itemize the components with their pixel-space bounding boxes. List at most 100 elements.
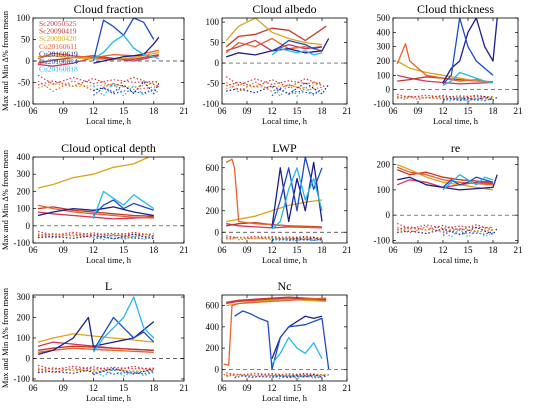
series-line-Cu20160619 (93, 36, 160, 64)
y-tick-label: 300 (17, 292, 31, 302)
y-tick-label: -100 (203, 99, 220, 109)
x-axis-label: Local time, h (433, 255, 479, 265)
x-tick-label: 15 (119, 383, 129, 393)
x-tick-label: 18 (149, 383, 159, 393)
chart-panel-1: 06 09 12 15 18 21 -100 -50 0 50 100 Cloud albedo Loc… (203, 2, 352, 126)
x-tick-label: 21 (514, 106, 523, 116)
series-group (37, 296, 155, 377)
series-line-Cu20160818 (442, 174, 494, 191)
x-tick-label: 09 (414, 106, 424, 116)
series-min-line-Cu20160611 (225, 236, 323, 241)
series-line-Cu20160619 (271, 315, 323, 359)
x-tick-label: 21 (514, 245, 523, 255)
series-min-line-Sc20090419 (37, 231, 154, 237)
series-line-Cu20160624 (271, 39, 323, 52)
y-tick-label: 0 (386, 85, 391, 95)
chart-panel-3: 06 09 12 15 18 21 -100 0 100 200 300 400 Cloud optic… (0, 141, 189, 265)
series-min-line-Sc20050525 (225, 76, 323, 86)
x-tick-label: 06 (218, 245, 228, 255)
plot-frame (221, 17, 348, 105)
series-min-line-Sc20090419 (37, 76, 160, 88)
series-min-line-Cu20160611 (223, 373, 327, 378)
series-min-line-Cu20160818 (93, 368, 154, 377)
y-tick-label: 100 (17, 333, 31, 343)
chart-panel-4: 06 09 12 15 18 21 0 200 400 600 LWP Local time, h (206, 141, 352, 265)
series-group (225, 18, 330, 98)
x-axis-label: Local time, h (433, 116, 479, 126)
series-line-Cu20160624 (442, 176, 494, 188)
x-tick-label: 06 (29, 106, 39, 116)
series-min-line-Sc20090420 (37, 81, 159, 89)
y-tick-label: -50 (18, 78, 30, 88)
series-line-Cu20160611 (396, 166, 494, 186)
x-tick-label: 18 (489, 106, 499, 116)
series-line-Cu20160818 (271, 167, 323, 230)
series-group (37, 18, 160, 97)
series-min-line-Sc20090419 (37, 365, 154, 372)
series-line-Sc20090419 (37, 345, 154, 351)
series-line-Cu20160611 (223, 297, 327, 366)
panel-title: Cloud fraction (74, 2, 144, 16)
y-tick-label: 200 (377, 56, 391, 66)
y-tick-label: -100 (374, 235, 391, 245)
x-tick-label: 21 (343, 245, 352, 255)
plot-frame (392, 156, 519, 244)
series-min-line-Cu20160624 (93, 235, 154, 241)
y-tick-label: 300 (377, 42, 391, 52)
series-line-Cu20160624 (92, 316, 155, 351)
y-tick-label: 0 (386, 210, 391, 220)
legend-entry-Cu20160611: Cu20160611 (39, 42, 78, 51)
series-min-line-Sc20090419 (226, 235, 323, 240)
y-tick-label: 200 (206, 343, 220, 353)
y-tick-label: 0 (26, 221, 31, 231)
y-tick-label: 200 (17, 186, 31, 196)
y-tick-label: -100 (374, 99, 391, 109)
series-min-line-Sc20090419 (226, 372, 327, 377)
series-min-line-Sc20090419 (397, 94, 494, 99)
x-tick-label: 06 (218, 383, 228, 393)
x-axis-label: Local time, h (262, 393, 308, 403)
series-min-line-Cu20160611 (37, 233, 154, 239)
x-tick-label: 09 (243, 245, 253, 255)
legend-entry-Cu20160624: Cu20160624 (39, 57, 78, 66)
series-line-Cu20160619 (37, 206, 154, 217)
series-line-Cu20160611 (225, 37, 323, 54)
y-tick-label: -100 (14, 374, 31, 384)
series-line-Sc20090419 (396, 168, 494, 183)
x-tick-label: 09 (243, 383, 253, 393)
x-axis-label: Local time, h (86, 255, 132, 265)
x-tick-label: 15 (119, 106, 129, 116)
series-min-line-Cu20160818 (442, 96, 494, 102)
chart-panel-0: 06 09 12 15 18 21 -100 -50 0 50 100 Cloud fraction L… (0, 2, 189, 126)
series-min-line-Cu20160611 (37, 367, 154, 374)
y-tick-label: 100 (17, 13, 31, 23)
series-min-line-Sc20090419 (226, 77, 327, 89)
series-line-Cu20160624 (92, 199, 155, 216)
x-tick-label: 21 (180, 106, 189, 116)
x-tick-label: 12 (89, 383, 98, 393)
series-min-line-Sc20090419 (397, 224, 494, 231)
series-group (396, 163, 498, 238)
legend-entry-Cu20160818: Cu20160818 (39, 65, 78, 74)
legend-entry-Sc20050525: Sc20050525 (39, 19, 77, 28)
x-tick-label: 21 (180, 383, 189, 393)
series-line-Sc20090419 (225, 25, 327, 48)
y-tick-label: 600 (206, 301, 220, 311)
x-tick-label: 15 (293, 245, 303, 255)
series-min-line-Cu20160611 (396, 226, 494, 234)
y-tick-label: 500 (377, 13, 391, 23)
panel-title: Cloud optical depth (61, 141, 156, 155)
chart-panel-5: 06 09 12 15 18 21 -100 0 100 200 re Local time, h (374, 141, 523, 265)
chart-panel-2: 06 09 12 15 18 21 -100 0 100 200 300 400 500 Cloud th… (374, 2, 523, 126)
x-tick-label: 12 (268, 245, 277, 255)
series-group (225, 157, 323, 242)
x-tick-label: 06 (389, 245, 399, 255)
series-line-Cu20160818 (442, 71, 494, 86)
series-line-Sc20090420 (37, 333, 154, 343)
series-min-line-Sc20090420 (226, 373, 327, 377)
series-line-Sc20090420 (225, 18, 323, 46)
x-tick-label: 21 (343, 106, 352, 116)
series-min-line-Cu20160624 (234, 374, 329, 379)
y-tick-label: 100 (377, 185, 391, 195)
x-tick-label: 12 (268, 106, 277, 116)
